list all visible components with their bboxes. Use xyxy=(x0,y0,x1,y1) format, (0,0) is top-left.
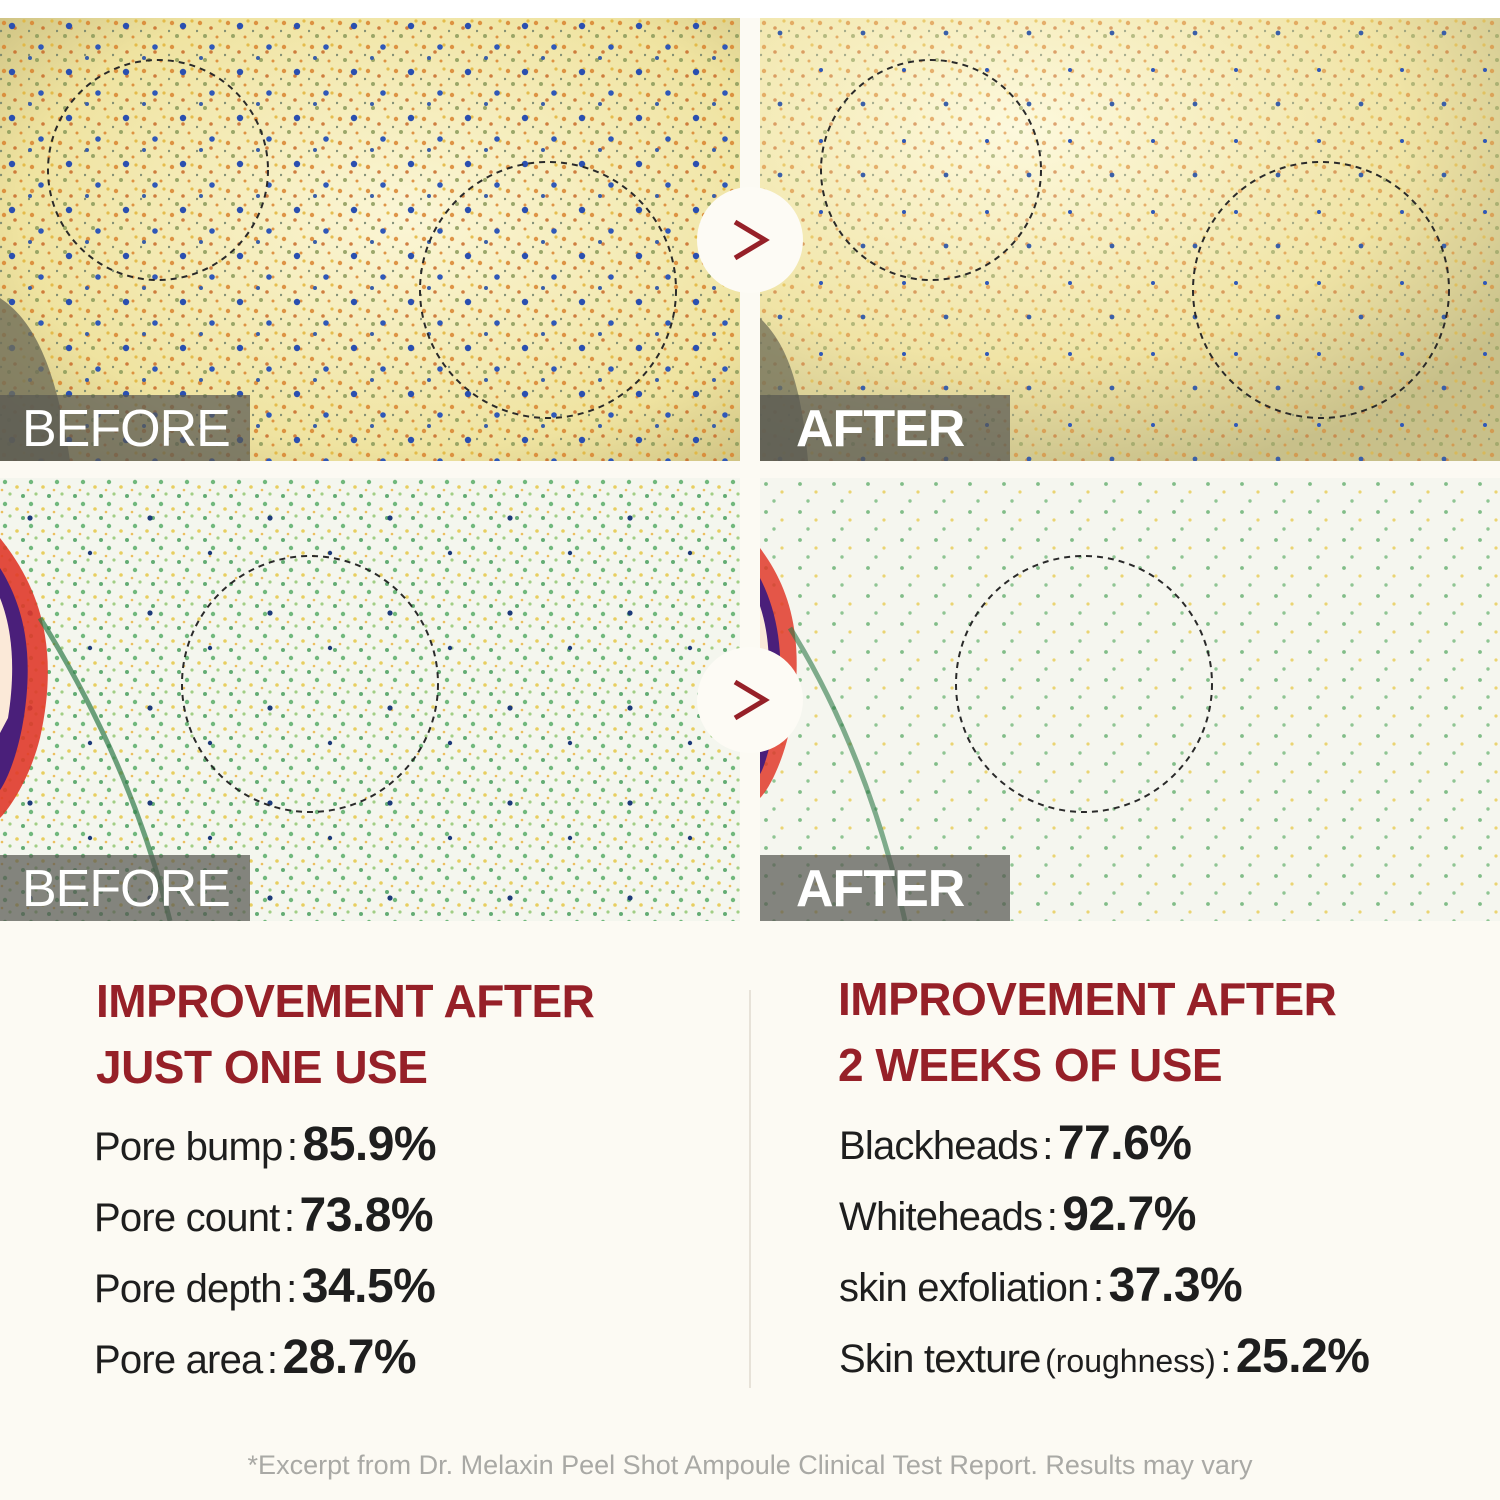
stat-pore-bump: Pore bump : 85.9% xyxy=(94,1118,437,1171)
before-label-2: BEFORE xyxy=(22,860,231,918)
column-divider xyxy=(749,990,751,1388)
stat-pore-area: Pore area : 28.7% xyxy=(94,1331,417,1384)
stat-separator: : xyxy=(1042,1124,1054,1168)
stat-pore-depth: Pore depth : 34.5% xyxy=(94,1260,436,1313)
after-texture-image-bottom: AFTER xyxy=(760,478,1500,921)
before-label-box-2: BEFORE xyxy=(0,855,250,921)
stat-separator: : xyxy=(266,1338,279,1382)
top-strip xyxy=(0,0,1500,18)
stat-separator: : xyxy=(1093,1266,1105,1310)
heading-one-use-line2: JUST ONE USE xyxy=(96,1041,428,1093)
stat-skin-exfoliation: skin exfoliation : 37.3% xyxy=(839,1259,1243,1312)
stat-separator: : xyxy=(1220,1337,1232,1381)
stat-note: (roughness) xyxy=(1045,1343,1216,1379)
stat-label: Pore area xyxy=(94,1338,263,1382)
heading-one-use: IMPROVEMENT AFTER JUST ONE USE xyxy=(96,968,595,1100)
stat-value: 73.8% xyxy=(299,1189,434,1242)
stat-separator: : xyxy=(286,1267,298,1311)
stat-separator: : xyxy=(1046,1195,1058,1239)
heading-two-weeks: IMPROVEMENT AFTER 2 WEEKS OF USE xyxy=(838,966,1337,1098)
stat-label: skin exfoliation xyxy=(839,1266,1089,1310)
heading-two-weeks-line2: 2 WEEKS OF USE xyxy=(838,1039,1223,1091)
stat-value: 25.2% xyxy=(1235,1330,1370,1383)
stat-value: 28.7% xyxy=(282,1331,417,1384)
stat-label: Skin texture xyxy=(839,1337,1041,1381)
stat-label: Pore bump xyxy=(94,1125,283,1169)
stat-label: Blackheads xyxy=(839,1124,1039,1168)
stat-pore-count: Pore count : 73.8% xyxy=(94,1189,434,1242)
after-pores-image-top: AFTER xyxy=(760,18,1500,461)
stat-whiteheads: Whiteheads : 92.7% xyxy=(839,1191,1196,1239)
stat-skin-texture: Skin texture (roughness) : 25.2% xyxy=(839,1330,1370,1383)
before-texture-image-bottom: BEFORE xyxy=(0,478,740,921)
chevron-right-icon xyxy=(697,187,803,293)
stat-value: 85.9% xyxy=(302,1118,437,1171)
after-label-2: AFTER xyxy=(796,860,965,918)
stat-value: 77.6% xyxy=(1057,1117,1192,1170)
stat-value: 37.3% xyxy=(1108,1259,1243,1312)
chevron-right-icon xyxy=(697,647,803,753)
stat-label: Whiteheads xyxy=(839,1195,1043,1239)
stat-value: 92.7% xyxy=(1062,1188,1196,1241)
stat-separator: : xyxy=(286,1125,299,1169)
after-label: AFTER xyxy=(796,400,965,458)
heading-one-use-line1: IMPROVEMENT AFTER xyxy=(96,975,595,1027)
heading-two-weeks-line1: IMPROVEMENT AFTER xyxy=(838,973,1337,1025)
stat-separator: : xyxy=(283,1196,296,1240)
stat-value: 34.5% xyxy=(301,1260,436,1313)
footnote: *Excerpt from Dr. Melaxin Peel Shot Ampo… xyxy=(247,1450,1253,1480)
stat-label: Pore depth xyxy=(94,1267,283,1311)
stat-blackheads: Blackheads : 77.6% xyxy=(839,1117,1192,1170)
before-pores-image-top: BEFORE xyxy=(0,18,740,461)
after-label-box-2: AFTER xyxy=(760,855,1010,921)
after-label-box: AFTER xyxy=(760,395,1010,461)
before-label-box: BEFORE xyxy=(0,395,250,461)
stat-label: Pore count xyxy=(94,1196,280,1240)
before-label: BEFORE xyxy=(22,400,231,458)
